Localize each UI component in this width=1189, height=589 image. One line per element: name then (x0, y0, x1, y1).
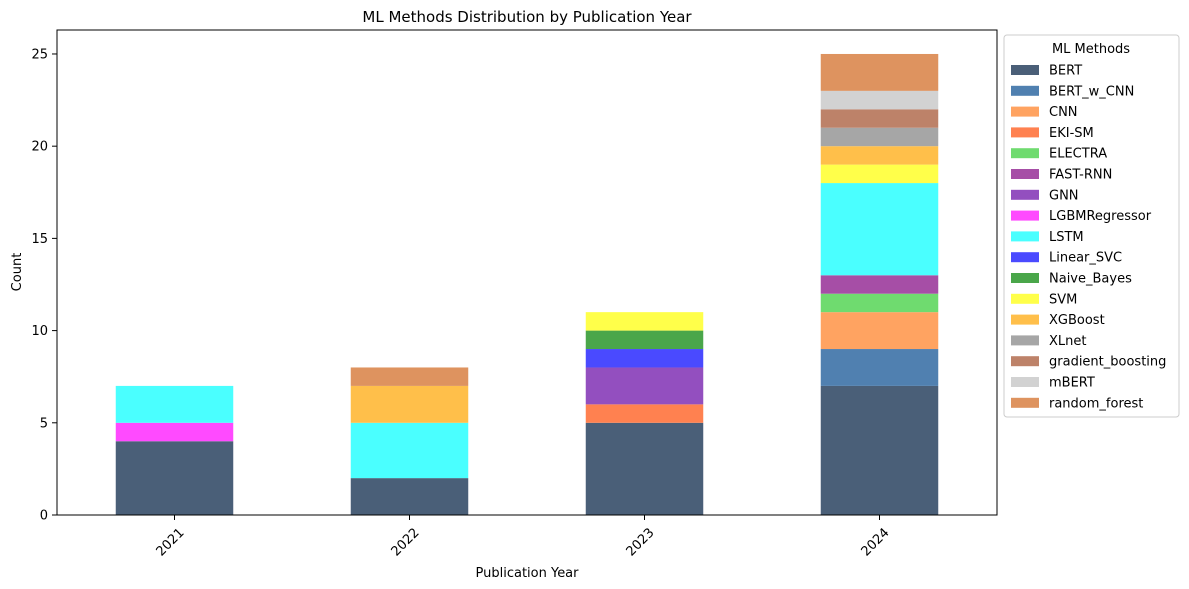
legend-label: gradient_boosting (1049, 355, 1166, 370)
bar-2024-mBERT (820, 90, 939, 110)
bar-2021-BERT (115, 441, 234, 515)
bar-2024-ELECTRA (820, 293, 939, 313)
legend-swatch (1011, 65, 1039, 75)
bar-2024-XLnet (820, 127, 939, 147)
bar-2024-CNN (820, 312, 939, 350)
legend-label: CNN (1049, 105, 1078, 120)
y-tick-label: 10 (31, 324, 48, 339)
bar-2023-SVM (585, 312, 704, 331)
legend-swatch (1011, 127, 1039, 138)
legend-label: LGBMRegressor (1049, 209, 1152, 224)
legend-swatch (1011, 356, 1039, 367)
bar-2024-gradient_boosting (820, 109, 939, 128)
legend-swatch (1011, 106, 1039, 117)
legend-label: BERT (1049, 64, 1082, 79)
legend-label: Linear_SVC (1049, 251, 1122, 266)
legend-label: XGBoost (1049, 313, 1105, 328)
bar-2024-LSTM (820, 183, 939, 276)
bar-2023-BERT (585, 422, 704, 515)
legend-label: SVM (1049, 292, 1077, 307)
bar-2021-LGBMRegressor (115, 422, 234, 442)
bar-2023-EKI-SM (585, 404, 704, 423)
legend-label: EKI-SM (1049, 126, 1094, 141)
y-tick-label: 0 (40, 509, 48, 524)
x-tick-label: 2021 (154, 525, 188, 559)
legend-label: Naive_Bayes (1049, 272, 1132, 287)
bar-2022-random_forest (350, 367, 469, 386)
bar-2024-XGBoost (820, 146, 939, 165)
chart-title: ML Methods Distribution by Publication Y… (362, 8, 692, 26)
legend-swatch (1011, 314, 1039, 325)
legend-box (1003, 34, 1180, 418)
bar-2024-random_forest (820, 53, 939, 91)
legend-label: LSTM (1049, 230, 1084, 245)
bar-2023-Naive_Bayes (585, 330, 704, 350)
y-tick-label: 25 (31, 47, 48, 62)
bar-2024-FAST-RNN (820, 275, 939, 294)
legend-swatch (1011, 210, 1039, 221)
legend: ML Methods BERT BERT_w_CNN CNN EKI-SM ELECTR… (1003, 34, 1180, 418)
y-axis-label: Count (10, 253, 25, 292)
bar-2024-BERT (820, 385, 939, 515)
legend-swatch (1011, 335, 1039, 346)
y-tick-label: 5 (40, 416, 48, 431)
legend-label: FAST-RNN (1049, 168, 1112, 183)
legend-label: XLnet (1049, 334, 1086, 349)
legend-swatch (1011, 189, 1039, 200)
y-tick-label: 20 (31, 140, 48, 155)
legend-label: mBERT (1049, 376, 1095, 391)
bar-2023-Linear_SVC (585, 349, 704, 368)
legend-swatch (1011, 273, 1039, 283)
bar-2024-SVM (820, 164, 939, 184)
bar-2024-BERT_w_CNN (820, 349, 939, 386)
bar-2022-LSTM (350, 422, 469, 479)
legend-swatch (1011, 293, 1039, 304)
y-tick-label: 15 (31, 232, 48, 247)
legend-swatch (1011, 169, 1039, 179)
x-tick-label: 2022 (389, 525, 423, 559)
bar-2022-BERT (350, 478, 469, 515)
legend-label: ELECTRA (1049, 147, 1107, 162)
plot-frame (56, 29, 998, 516)
x-tick-label: 2024 (859, 525, 893, 559)
legend-swatch (1011, 397, 1039, 408)
bars-layer (115, 53, 939, 515)
bar-2021-LSTM (115, 385, 234, 423)
y-axis: 0 5 10 15 20 25 (31, 47, 57, 524)
legend-swatch (1011, 85, 1039, 96)
legend-title: ML Methods (1052, 42, 1130, 57)
legend-label: random_forest (1049, 396, 1143, 411)
legend-label: BERT_w_CNN (1049, 84, 1134, 99)
bar-2022-XGBoost (350, 385, 469, 423)
legend-swatch (1011, 377, 1039, 387)
x-tick-label: 2023 (624, 525, 658, 559)
legend-label: GNN (1049, 188, 1079, 203)
x-axis: 2021 2022 2023 2024 (154, 515, 893, 559)
legend-swatch (1011, 252, 1039, 263)
legend-swatch (1011, 148, 1039, 159)
legend-items: BERT BERT_w_CNN CNN EKI-SM ELECTRA FAST-RNN GN… (1011, 64, 1166, 411)
x-axis-label: Publication Year (476, 566, 580, 581)
bar-2023-GNN (585, 367, 704, 405)
legend-swatch (1011, 231, 1039, 242)
